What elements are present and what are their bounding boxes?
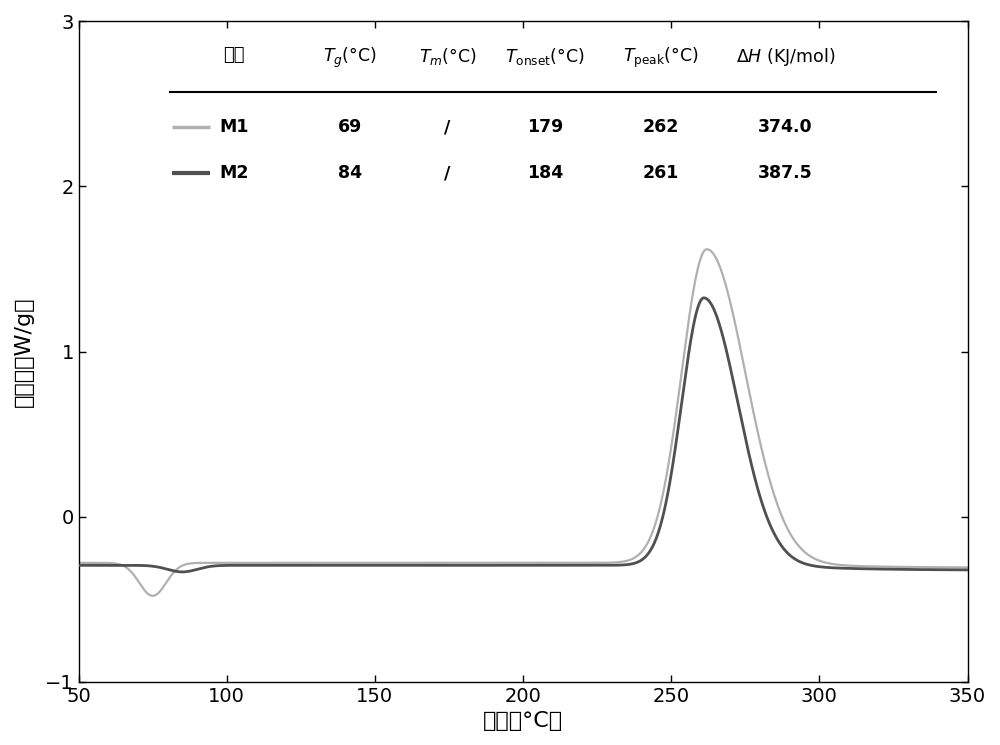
Y-axis label: 热通量（W/g）: 热通量（W/g） [14,297,34,407]
Text: 84: 84 [338,164,362,183]
Text: $T_g$(°C): $T_g$(°C) [323,46,377,70]
Text: $\Delta H$ (KJ/mol): $\Delta H$ (KJ/mol) [736,46,835,68]
Text: 262: 262 [643,118,679,136]
Text: 261: 261 [643,164,679,183]
Text: 374.0: 374.0 [758,118,813,136]
Text: 184: 184 [527,164,563,183]
X-axis label: 温度（°C）: 温度（°C） [483,711,563,731]
Text: $T_m$(°C): $T_m$(°C) [419,46,476,67]
Text: $T_\mathrm{peak}$(°C): $T_\mathrm{peak}$(°C) [623,46,699,70]
Text: $T_\mathrm{onset}$(°C): $T_\mathrm{onset}$(°C) [505,46,585,67]
Text: 387.5: 387.5 [758,164,813,183]
Text: /: / [444,164,451,183]
Text: /: / [444,118,451,136]
Text: 单体: 单体 [223,46,245,64]
Text: 69: 69 [338,118,362,136]
Text: M1: M1 [219,118,249,136]
Text: M2: M2 [219,164,249,183]
Text: 179: 179 [527,118,563,136]
